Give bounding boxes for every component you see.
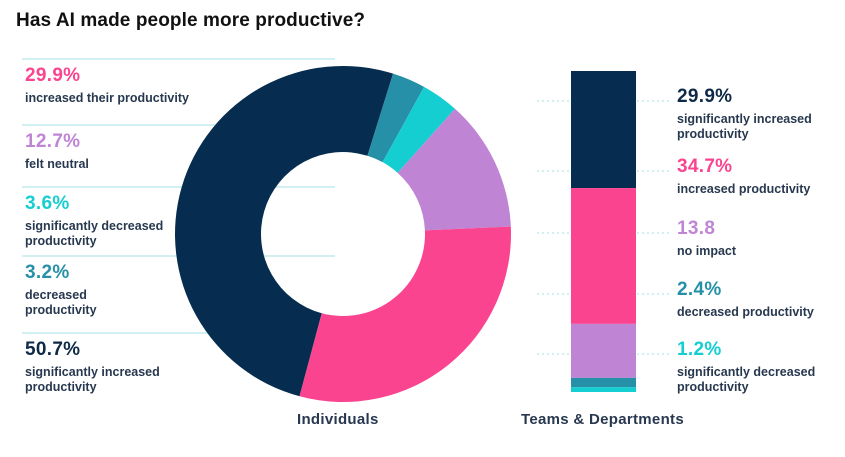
bar-label-text: no impact	[677, 244, 737, 258]
bar-label-no-impact: 13.8 no impact	[677, 219, 827, 259]
bar-segment-no-impact	[571, 323, 636, 378]
donut-label-value: 29.9%	[25, 65, 81, 86]
bar-label-text: significantly decreased productivity	[677, 365, 816, 394]
stacked-bar-group-label: Teams & Departments	[521, 411, 684, 428]
bar-segment-significantly-increased-productivity	[571, 71, 636, 189]
donut-label-text: decreased productivity	[25, 288, 97, 317]
donut-slice-felt-neutral	[397, 108, 511, 231]
bar-label-value: 2.4%	[677, 279, 722, 300]
donut-slice-significantly-decreased-productivity	[382, 86, 455, 173]
donut-label-value: 50.7%	[25, 339, 81, 360]
bar-label-text: significantly increased productivity	[677, 112, 812, 141]
donut-label-value: 3.2%	[25, 262, 70, 283]
donut-label-text: significantly decreased productivity	[25, 219, 164, 248]
bar-label-significantly-increased-productivity: 29.9% significantly increased productivit…	[677, 87, 827, 142]
donut-group-label: Individuals	[297, 411, 379, 428]
bar-label-value: 34.7%	[677, 156, 733, 177]
donut-slice-decreased-productivity	[367, 73, 425, 163]
donut-label-felt-neutral: 12.7% felt neutral	[25, 132, 195, 172]
donut-label-increased-their-productivity: 29.9% increased their productivity	[25, 66, 195, 106]
donut-slice-significantly-increased-productivity	[175, 65, 394, 397]
chart-title: Has AI made people more productive?	[16, 10, 366, 31]
bar-label-decreased-productivity: 2.4% decreased productivity	[677, 280, 827, 320]
donut-label-value: 12.7%	[25, 131, 81, 152]
bar-label-value: 29.9%	[677, 86, 733, 107]
donut-label-decreased-productivity: 3.2% decreased productivity	[25, 263, 135, 318]
bar-label-value: 13.8	[677, 218, 716, 239]
bar-label-text: increased productivity	[677, 182, 811, 196]
bar-label-value: 1.2%	[677, 339, 722, 360]
donut-label-text: increased their productivity	[25, 91, 189, 105]
bar-label-text: decreased productivity	[677, 305, 814, 319]
donut-label-value: 3.6%	[25, 193, 70, 214]
donut-slice-increased-their-productivity	[299, 226, 511, 403]
bar-segment-increased-productivity	[571, 188, 636, 324]
donut-label-text: significantly increased productivity	[25, 365, 160, 394]
bar-segment-decreased-productivity	[571, 377, 636, 388]
bar-segment-significantly-decreased-productivity	[571, 387, 636, 392]
bar-label-significantly-decreased-productivity: 1.2% significantly decreased productivity	[677, 340, 827, 395]
bar-label-increased-productivity: 34.7% increased productivity	[677, 157, 827, 197]
donut-label-significantly-increased-productivity: 50.7% significantly increased productivit…	[25, 340, 165, 395]
donut-label-significantly-decreased-productivity: 3.6% significantly decreased productivity	[25, 194, 165, 249]
donut-label-text: felt neutral	[25, 157, 89, 171]
